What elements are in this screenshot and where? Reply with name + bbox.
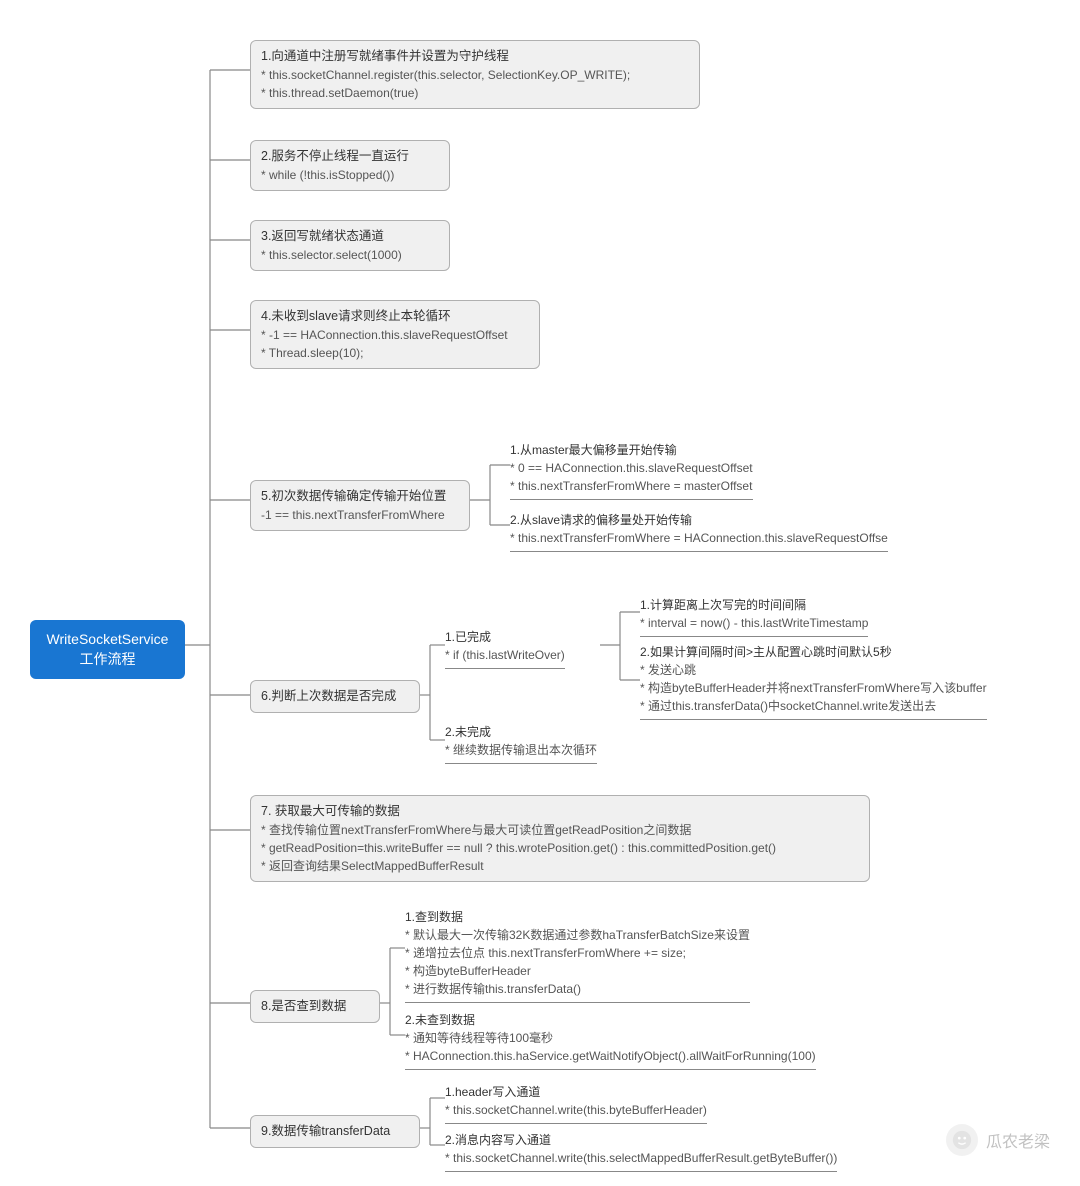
node-6b: 2.未完成 * 继续数据传输退出本次循环 (445, 720, 597, 771)
node-6: 6.判断上次数据是否完成 (250, 680, 420, 713)
watermark-text: 瓜农老梁 (986, 1128, 1050, 1152)
node-6a1: 1.计算距离上次写完的时间间隔 * interval = now() - thi… (640, 593, 868, 644)
node-3: 3.返回写就绪状态通道 * this.selector.select(1000) (250, 220, 450, 271)
node-6a: 1.已完成 * if (this.lastWriteOver) (445, 625, 565, 676)
node-5a: 1.从master最大偏移量开始传输 * 0 == HAConnection.t… (510, 438, 753, 507)
node-2: 2.服务不停止线程一直运行 * while (!this.isStopped()… (250, 140, 450, 191)
node-1: 1.向通道中注册写就绪事件并设置为守护线程 * this.socketChann… (250, 40, 700, 109)
node-4: 4.未收到slave请求则终止本轮循环 * -1 == HAConnection… (250, 300, 540, 369)
root-title: WriteSocketService (47, 631, 169, 647)
node-5: 5.初次数据传输确定传输开始位置 -1 == this.nextTransfer… (250, 480, 470, 531)
watermark: 瓜农老梁 (946, 1124, 1050, 1156)
node-8: 8.是否查到数据 (250, 990, 380, 1023)
node-9a: 1.header写入通道 * this.socketChannel.write(… (445, 1080, 707, 1131)
node-8b: 2.未查到数据 * 通知等待线程等待100毫秒 * HAConnection.t… (405, 1008, 816, 1077)
node-9: 9.数据传输transferData (250, 1115, 420, 1148)
node-8a: 1.查到数据 * 默认最大一次传输32K数据通过参数haTransferBatc… (405, 905, 750, 1010)
watermark-icon (946, 1124, 978, 1156)
root-subtitle: 工作流程 (80, 651, 136, 667)
node-7: 7. 获取最大可传输的数据 * 查找传输位置nextTransferFromWh… (250, 795, 870, 882)
node-5b: 2.从slave请求的偏移量处开始传输 * this.nextTransferF… (510, 508, 888, 559)
node-6a2: 2.如果计算间隔时间>主从配置心跳时间默认5秒 * 发送心跳 * 构造byteB… (640, 640, 987, 727)
node-9b: 2.消息内容写入通道 * this.socketChannel.write(th… (445, 1128, 837, 1179)
root-node: WriteSocketService 工作流程 (30, 620, 185, 679)
